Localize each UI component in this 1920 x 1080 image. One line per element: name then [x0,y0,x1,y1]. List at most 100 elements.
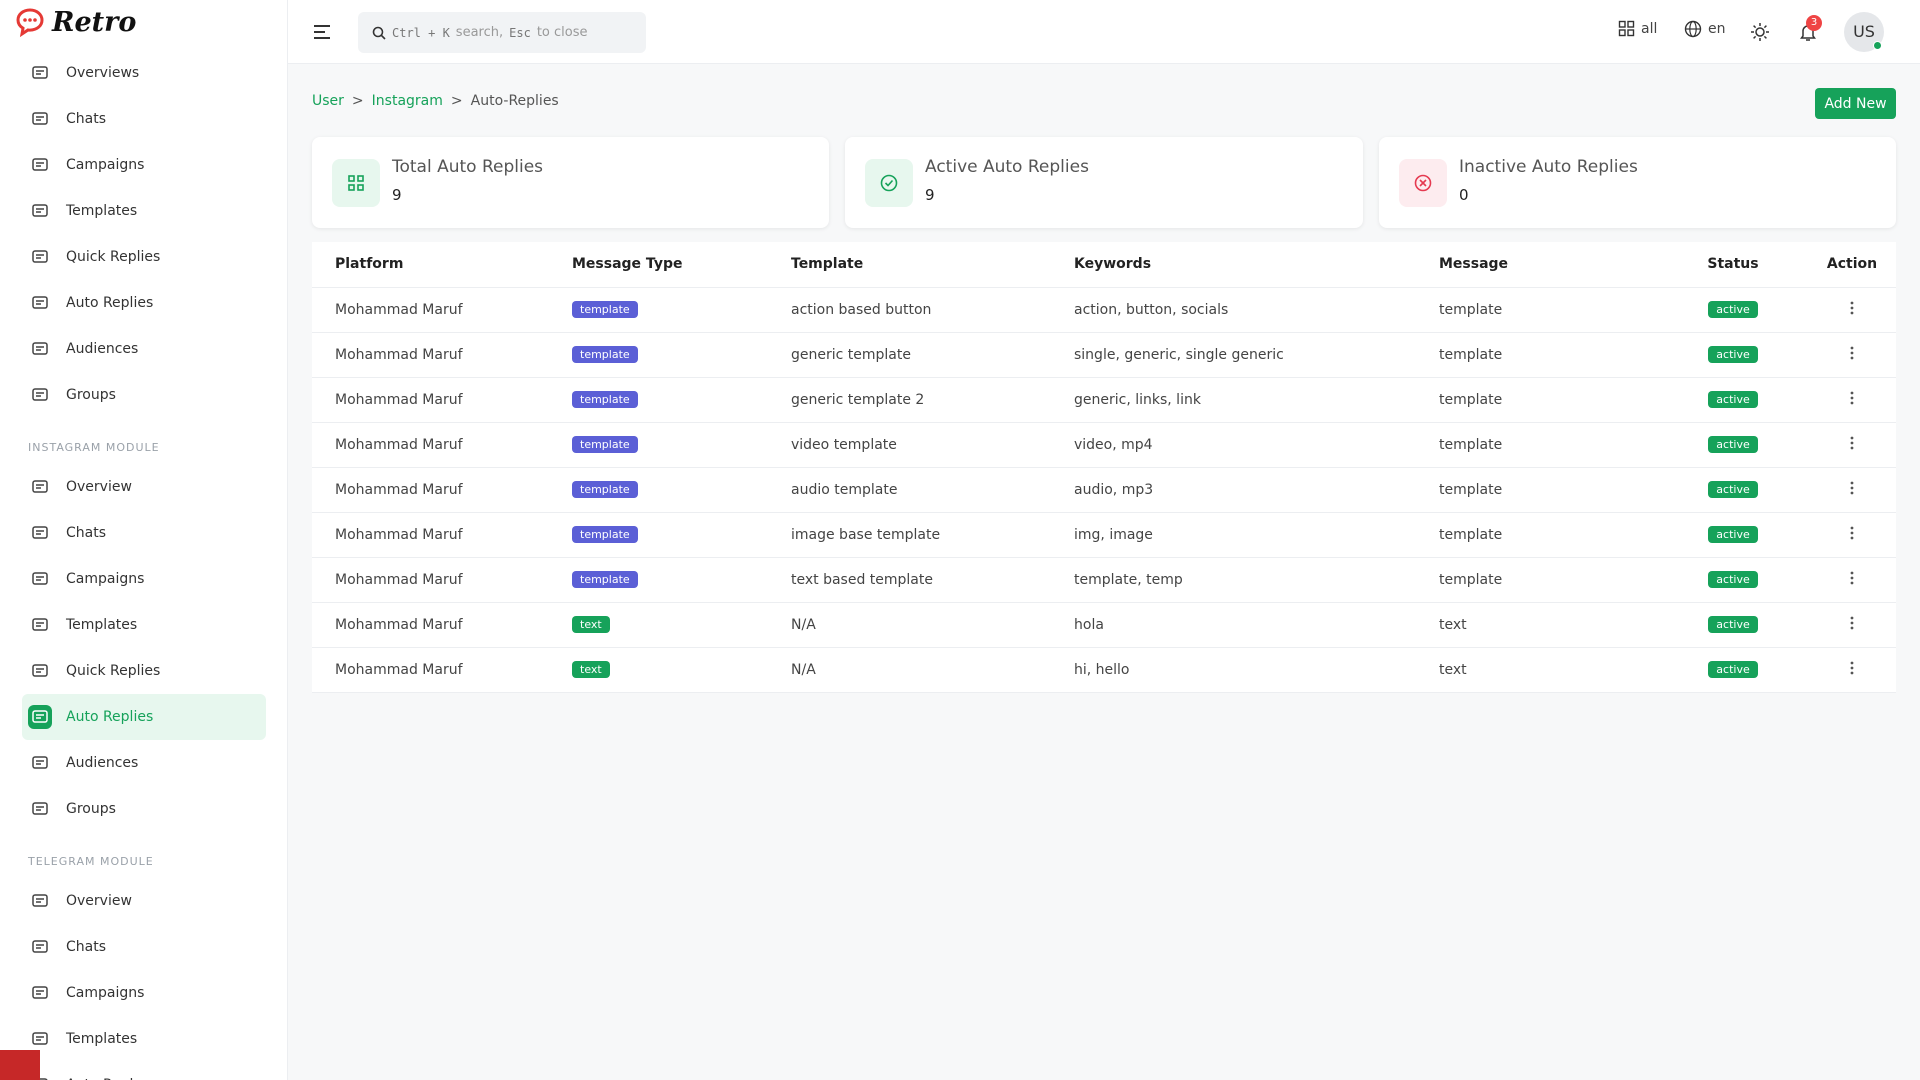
menu-item[interactable]: Templates [22,188,266,234]
table-cell: Mohammad Maruf [312,557,571,603]
menu-item[interactable]: Quick Replies [22,648,266,694]
user-avatar[interactable]: US [1844,12,1884,52]
menu-icon [28,705,52,729]
table-cell: action based button [790,287,1073,333]
topbar: Ctrl + K search, Esc to close all en 3 U… [288,0,1920,64]
action-menu[interactable] [1849,301,1855,320]
menu-item[interactable]: Audiences [22,740,266,786]
icon [32,480,48,493]
status-badge: active [1708,616,1758,633]
table-cell: template [571,557,790,603]
action-menu[interactable] [1849,526,1855,545]
action-menu[interactable] [1849,616,1855,635]
action-menu[interactable] [1849,571,1855,590]
status-badge: active [1708,301,1758,318]
menu-icon [28,613,52,637]
breadcrumb-separator: > [450,93,463,109]
cell-text: action, button, socials [1074,301,1229,318]
status-badge: active [1708,571,1758,588]
menu-item[interactable]: Campaigns [22,970,266,1016]
menu-item[interactable]: Auto Replies [22,694,266,740]
menu-label: Templates [66,1031,138,1047]
breadcrumb-item[interactable]: User [312,93,344,109]
menu-label: Campaigns [66,157,145,173]
menu-item[interactable]: Auto Reply [22,1062,266,1080]
action-menu[interactable] [1849,481,1855,500]
menu-item[interactable]: Auto Replies [22,280,266,326]
cell-text: Mohammad Maruf [335,436,463,453]
search-box[interactable]: Ctrl + K search, Esc to close [358,12,646,53]
kebab-icon [1850,526,1854,539]
action-menu[interactable] [1849,661,1855,680]
action-menu[interactable] [1849,436,1855,455]
table-cell: Mohammad Maruf [312,332,571,378]
table-cell: single, generic, single generic [1073,332,1438,378]
brand-name: Retro [52,6,137,38]
table-cell: Mohammad Maruf [312,287,571,333]
theme-toggle[interactable] [1750,22,1770,42]
menu-item[interactable]: Chats [22,924,266,970]
menu-item[interactable]: Campaigns [22,556,266,602]
action-cell [1808,647,1896,693]
table-cell: video, mp4 [1073,422,1438,468]
menu-item[interactable]: Templates [22,1016,266,1062]
brand[interactable]: Retro [14,6,136,38]
icon [32,802,48,815]
menu-label: Overview [66,479,132,495]
menu-item[interactable]: Audiences [22,326,266,372]
menu-item[interactable]: Chats [22,510,266,556]
kebab-icon [1850,616,1854,629]
menu-item[interactable]: Overview [22,878,266,924]
table-cell: video template [790,422,1073,468]
add-new-button[interactable]: Add New [1815,88,1896,119]
table-row: Mohammad Maruf template generic template si… [312,332,1896,378]
cell-text: Mohammad Maruf [335,481,463,498]
menu-item[interactable]: Campaigns [22,142,266,188]
menu-label: Audiences [66,755,139,771]
cell-text: single, generic, single generic [1074,346,1284,363]
icon [348,175,364,191]
menu-item[interactable]: Groups [22,786,266,832]
table-cell: Mohammad Maruf [312,512,571,558]
menu-toggle[interactable] [312,22,332,42]
action-menu[interactable] [1849,391,1855,410]
menu-label: Overviews [66,65,140,81]
language-button[interactable]: en [1684,20,1726,38]
table-cell: text [1438,647,1658,693]
search-text: to close [536,25,588,40]
icon [32,572,48,585]
sidebar-menu: Overviews Chats Campaigns Templates Quick Re… [0,50,287,1080]
icon [32,526,48,539]
status-badge: active [1708,436,1758,453]
menu-item[interactable]: Quick Replies [22,234,266,280]
table-cell: template [571,512,790,558]
cell-text: video template [791,436,897,453]
table-cell: Mohammad Maruf [312,377,571,423]
icon [32,1078,48,1080]
action-cell [1808,467,1896,513]
table-cell: generic, links, link [1073,377,1438,423]
breadcrumb-item[interactable]: Instagram [371,93,443,109]
table-cell: template [1438,512,1658,558]
menu-label: Templates [66,203,138,219]
debug-badge[interactable] [0,1050,40,1080]
column-header: Template [790,242,1073,288]
menu-item[interactable]: Overview [22,464,266,510]
group-title: TELEGRAM MODULE [28,855,154,868]
kebab-icon [1850,301,1854,314]
stat-card: Total Auto Replies 9 [312,137,829,228]
action-menu[interactable] [1849,346,1855,365]
header-row: Platform Message Type Template Keywords Mess… [312,242,1896,288]
table-cell: action, button, socials [1073,287,1438,333]
cell-text: template [1439,391,1503,408]
cell-text: video, mp4 [1074,436,1153,453]
menu-item[interactable]: Groups [22,372,266,418]
menu-icon [28,383,52,407]
icon [32,664,48,677]
filter-button[interactable]: all [1618,20,1657,37]
menu-item[interactable]: Templates [22,602,266,648]
menu-item[interactable]: Overviews [22,50,266,96]
menu-item[interactable]: Chats [22,96,266,142]
type-badge: text [572,616,610,633]
cell-text: template, temp [1074,571,1183,588]
